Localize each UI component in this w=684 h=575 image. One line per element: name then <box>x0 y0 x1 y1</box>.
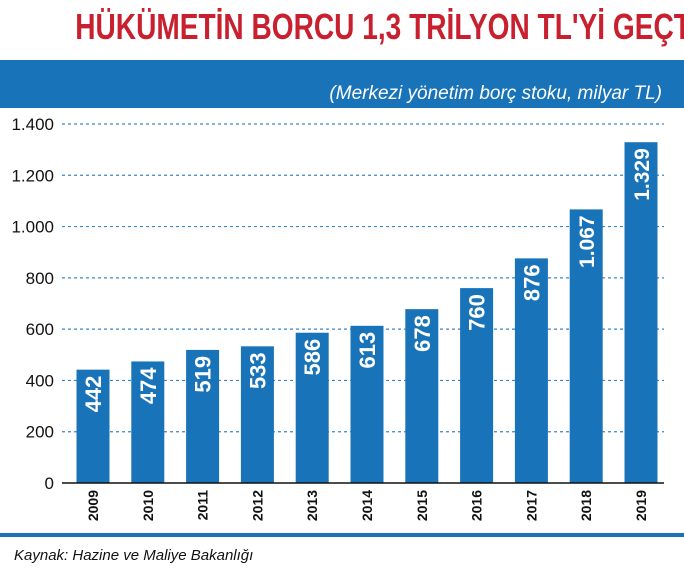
x-axis-ticks: 2009 2010 2011 2012 2013 2014 2015 2016 2017 2018… <box>85 490 649 521</box>
bar-value-label: 678 <box>410 315 435 352</box>
y-tick-label: 600 <box>26 320 54 339</box>
x-tick-label: 2009 <box>85 490 101 521</box>
y-tick-label: 400 <box>26 371 54 390</box>
bar-value-label: 474 <box>136 367 161 404</box>
x-tick-label: 2013 <box>304 490 320 521</box>
bar-value-label: 1.329 <box>631 148 654 201</box>
bar-value-label: 533 <box>245 352 270 389</box>
bar-value-label: 760 <box>465 294 490 331</box>
y-axis-ticks: 0 200 400 600 800 1.000 1.200 1.400 <box>11 115 54 493</box>
bar-2018 <box>569 209 603 483</box>
subtitle-band <box>0 68 684 108</box>
bar-2019 <box>624 142 658 483</box>
bar-2013 <box>295 332 329 483</box>
chart-title: HÜKÜMETİN BORCU 1,3 TRİLYON TL'Yİ GEÇTİ <box>75 6 684 47</box>
header-band <box>0 60 684 68</box>
y-tick-label: 800 <box>26 269 54 288</box>
bar-value-label: 586 <box>300 339 325 376</box>
bar-value-label: 442 <box>81 376 106 413</box>
y-tick-label: 1.000 <box>11 218 54 237</box>
bar-2014 <box>350 325 384 483</box>
x-tick-label: 2015 <box>414 490 430 521</box>
x-tick-label: 2011 <box>195 490 211 521</box>
x-tick-label: 2012 <box>249 490 265 521</box>
bar-value-label: 613 <box>355 332 380 369</box>
x-tick-label: 2019 <box>633 490 649 521</box>
x-tick-label: 2017 <box>523 490 539 521</box>
y-tick-label: 200 <box>26 423 54 442</box>
footer-band <box>0 533 684 537</box>
x-tick-label: 2016 <box>469 490 485 521</box>
bar-value-label: 519 <box>191 356 216 393</box>
bars: 442 474 519 533 586 613 678 760 876 1.067 1.329 <box>76 142 658 483</box>
x-tick-label: 2010 <box>140 490 156 521</box>
y-tick-label: 1.200 <box>11 166 54 185</box>
bar-2016 <box>460 288 494 483</box>
bar-value-label: 1.067 <box>576 215 599 268</box>
bar-2009 <box>76 369 110 483</box>
y-tick-label: 0 <box>45 474 54 493</box>
x-tick-label: 2014 <box>359 490 375 521</box>
source-note: Kaynak: Hazine ve Maliye Bakanlığı <box>14 547 253 564</box>
bar-2010 <box>131 361 165 483</box>
bar-2017 <box>514 258 548 483</box>
y-tick-label: 1.400 <box>11 115 54 134</box>
x-tick-label: 2018 <box>578 490 594 521</box>
bar-2015 <box>405 309 439 483</box>
bar-value-label: 876 <box>519 264 544 301</box>
bar-2011 <box>186 349 220 483</box>
bar-2012 <box>240 346 274 483</box>
chart-subtitle: (Merkezi yönetim borç stoku, milyar TL) <box>329 83 662 104</box>
